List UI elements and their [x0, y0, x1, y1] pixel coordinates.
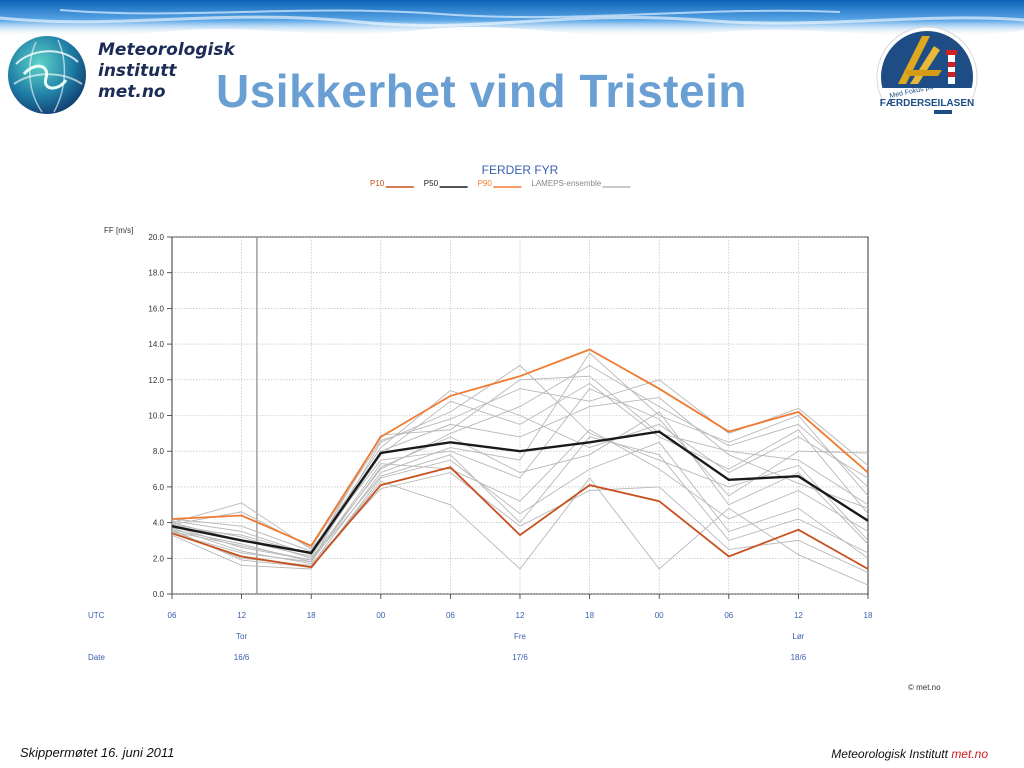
ensemble-member-line [171, 477, 869, 586]
badge-main-text: FÆRDERSEILASEN [880, 98, 974, 109]
ensemble-member-line [171, 388, 869, 551]
y-tick-label: 6.0 [153, 483, 165, 492]
x-tick-label: 06 [724, 611, 733, 620]
footer-met-no: met.no [951, 747, 988, 761]
x-tick-label: 12 [794, 611, 803, 620]
y-tick-label: 8.0 [153, 447, 165, 456]
x-tick-label: 00 [655, 611, 664, 620]
footer-event: Skippermøtet 16. juni 2011 [20, 745, 175, 760]
x-tick-label: 18 [307, 611, 316, 620]
day-label: Lør [792, 632, 804, 641]
org-name-line3: met.no [98, 82, 166, 102]
chart-title: FERDER FYR [482, 163, 559, 177]
x-axis-labels: UTC Date 06 12 18 00 06 12 18 00 06 12 18 Tor 16/6 Fre 1… [88, 611, 873, 662]
ensemble-member-line [171, 436, 869, 561]
legend-label-p10: P10 [370, 179, 385, 188]
percentile-lines [171, 348, 869, 570]
series-line-p90 [171, 348, 869, 547]
y-tick-labels: 0.0 2.0 4.0 6.0 8.0 10.0 12.0 14.0 16.0 18.0 20.0 [148, 233, 164, 599]
x-tick-label: 06 [446, 611, 455, 620]
series-line-p50 [171, 430, 869, 555]
y-tick-label: 0.0 [153, 590, 165, 599]
legend-label-p50: P50 [424, 179, 439, 188]
y-axis-label: FF [m/s] [104, 226, 133, 235]
y-tick-label: 16.0 [148, 304, 164, 313]
utc-row-label: UTC [88, 611, 105, 620]
chart-legend: P10 P50 P90 LAMEPS-ensemble [370, 179, 631, 188]
ensemble-member-line [171, 472, 869, 574]
y-tick-label: 2.0 [153, 554, 165, 563]
x-tick-label: 18 [864, 611, 873, 620]
org-name-line1: Meteorologisk [98, 40, 235, 60]
y-tick-label: 18.0 [148, 269, 164, 278]
wind-chart: FERDER FYR P10 P50 P90 LAMEPS-ensemble FF [… [88, 163, 941, 692]
ensemble-member-line [171, 382, 869, 558]
date-row-label: Date [88, 653, 105, 662]
faerderseilasen-badge: Med Fokus på FÆRDERSEILASEN [876, 26, 978, 128]
slide-title: Usikkerhet vind Tristein [216, 65, 747, 117]
day-label: Fre [514, 632, 527, 641]
date-label: 17/6 [512, 653, 528, 662]
footer-org: Meteorologisk Institutt met.no [831, 747, 988, 761]
y-tick-label: 20.0 [148, 233, 164, 242]
met-logo: Meteorologisk institutt met.no [6, 32, 236, 118]
ensemble-member-line [171, 397, 869, 556]
y-tick-label: 12.0 [148, 376, 164, 385]
footer-org-name: Meteorologisk Institutt [831, 747, 948, 761]
x-tick-label: 00 [376, 611, 385, 620]
x-tick-label: 18 [585, 611, 594, 620]
ensemble-member-line [171, 429, 869, 561]
water-banner [0, 0, 1024, 38]
date-label: 16/6 [234, 653, 250, 662]
legend-label-ensemble: LAMEPS-ensemble [531, 179, 601, 188]
ensemble-member-line [171, 389, 869, 552]
x-tick-label: 12 [516, 611, 525, 620]
day-label: Tor [236, 632, 247, 641]
x-tick-label: 12 [237, 611, 246, 620]
org-name-line2: institutt [98, 61, 177, 81]
date-label: 18/6 [791, 653, 807, 662]
series-line-p10 [171, 466, 869, 570]
credit-text: © met.no [908, 683, 941, 692]
x-tick-label: 06 [168, 611, 177, 620]
y-tick-label: 10.0 [148, 412, 164, 421]
y-tick-label: 4.0 [153, 519, 165, 528]
globe-logo-icon [8, 36, 86, 114]
ensemble-member-line [171, 411, 869, 563]
legend-label-p90: P90 [478, 179, 493, 188]
y-tick-label: 14.0 [148, 340, 164, 349]
